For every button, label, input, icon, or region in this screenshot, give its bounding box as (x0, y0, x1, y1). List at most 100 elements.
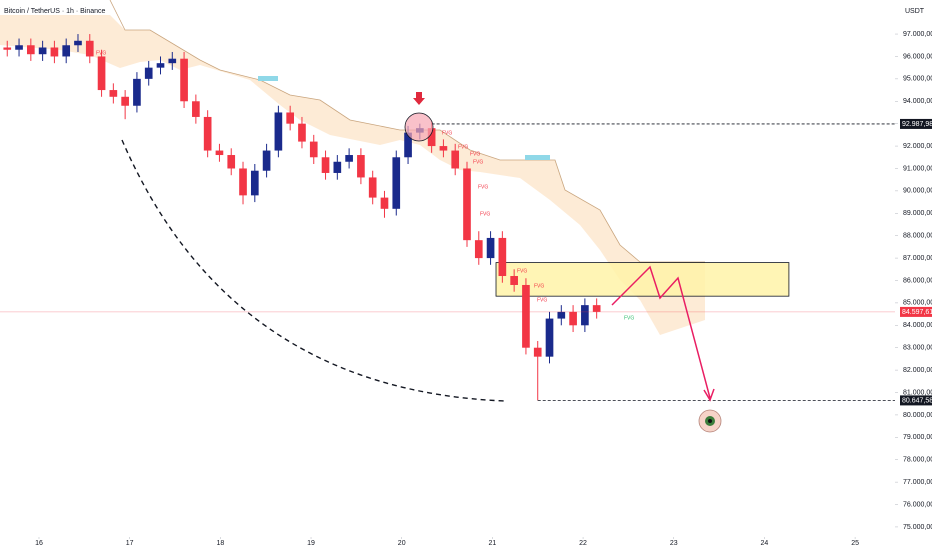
candle-body (192, 101, 200, 117)
price-label-box (900, 118, 932, 129)
candle-body (533, 347, 542, 357)
candle-body (26, 45, 35, 55)
y-tick-label: 89.000,00 (903, 210, 932, 217)
candle-body (121, 96, 129, 106)
candle-body (156, 63, 165, 68)
candle-body (345, 155, 353, 162)
fvg-label: FVG (537, 297, 547, 303)
y-tick-label: 94.000,00 (903, 98, 932, 105)
x-tick-label: 23 (670, 540, 678, 547)
candle-body (592, 305, 601, 312)
y-tick-label: 91.000,00 (903, 165, 932, 172)
fvg-label: FVG (517, 268, 527, 274)
y-tick-label: 90.000,00 (903, 188, 932, 195)
price-label: 92.987,98 (902, 121, 932, 128)
candle-body (439, 146, 448, 151)
fvg-label: FVG (470, 151, 480, 157)
x-tick-label: 22 (579, 540, 587, 547)
price-label: 84.597,61 (902, 309, 932, 316)
y-tick-label: 97.000,00 (903, 31, 932, 38)
candle-body (133, 78, 141, 106)
fvg-label: FVG (478, 184, 488, 190)
y-tick-label: 86.000,00 (903, 277, 932, 284)
candle-body (74, 40, 82, 46)
candle-body (357, 155, 365, 178)
projection-arrowhead (703, 388, 715, 402)
fvg-label: FVG (624, 315, 634, 321)
y-tick-label: 84.000,00 (903, 322, 932, 329)
y-tick-label: 96.000,00 (903, 53, 932, 60)
candle-body (203, 116, 212, 151)
candle-body (180, 58, 188, 102)
cloud-edge (109, 0, 705, 263)
y-tick-label: 82.000,00 (903, 367, 932, 374)
supply-zone (495, 262, 790, 297)
y-tick-label: 95.000,00 (903, 76, 932, 83)
candle-body (62, 45, 71, 57)
candle-body (569, 311, 577, 326)
candle-body (486, 237, 495, 259)
candle-body (85, 40, 94, 57)
fvg-label: FVG (458, 144, 468, 150)
candle-body (392, 157, 401, 209)
y-tick-label: 92.000,00 (903, 143, 932, 150)
curve-guide (121, 139, 506, 402)
x-tick-label: 24 (761, 540, 769, 547)
price-label-box (900, 306, 932, 317)
price-label: 80.647,58 (902, 397, 932, 404)
candle-body (298, 123, 306, 142)
y-tick-label: 88.000,00 (903, 233, 932, 240)
candle-body (239, 168, 247, 196)
candle-body (427, 128, 436, 147)
candle-body (463, 168, 471, 241)
candle-body (227, 155, 236, 169)
fvg-label: FVG (96, 50, 106, 56)
candle-body (321, 157, 330, 173)
fvg-label: FVG (534, 283, 544, 289)
y-tick-label: 80.000,00 (903, 412, 932, 419)
candle-body (333, 161, 342, 173)
x-tick-label: 18 (216, 540, 224, 547)
cloud (0, 15, 705, 335)
highlight-circle (404, 112, 434, 142)
candle-body (510, 276, 518, 285)
candle-body (404, 132, 412, 158)
candle-body (451, 150, 460, 169)
y-tick-label: 76.000,00 (903, 501, 932, 508)
candle-body (522, 284, 530, 348)
x-tick-label: 19 (307, 540, 315, 547)
x-tick-label: 16 (35, 540, 43, 547)
fvg-label: FVG (480, 211, 490, 217)
eye-pupil (708, 419, 712, 423)
x-tick-label: 20 (398, 540, 406, 547)
candle-body (15, 45, 23, 50)
candle-body (215, 150, 224, 156)
cloud-cross (258, 76, 278, 81)
candle-body (274, 112, 283, 151)
candle-body (3, 47, 12, 50)
candle-body (168, 58, 177, 64)
y-tick-label: 79.000,00 (903, 434, 932, 441)
candle-body (262, 150, 271, 171)
y-tick-label: 85.000,00 (903, 300, 932, 307)
down-arrow (413, 92, 425, 105)
candle-body (144, 67, 153, 79)
y-tick-label: 75.000,00 (903, 524, 932, 531)
candle-body (380, 197, 389, 209)
candle-body (97, 56, 106, 91)
y-tick-label: 83.000,00 (903, 345, 932, 352)
candle-body (474, 240, 483, 259)
projection-path (611, 265, 711, 399)
y-tick-label: 77.000,00 (903, 479, 932, 486)
candle-body (545, 318, 554, 357)
x-tick-label: 21 (488, 540, 496, 547)
chart-title: Bitcoin / TetherUS · 1h · Binance (4, 8, 106, 15)
y-tick-label: 78.000,00 (903, 457, 932, 464)
candle-body (368, 177, 377, 198)
candle-body (109, 90, 118, 97)
candle-body (250, 170, 259, 196)
overlay: FVG FVG FVG FVG FVG FVG FVG FVG FVG FVG … (96, 50, 722, 433)
candle-body (498, 237, 507, 277)
price-label-box (900, 395, 932, 406)
